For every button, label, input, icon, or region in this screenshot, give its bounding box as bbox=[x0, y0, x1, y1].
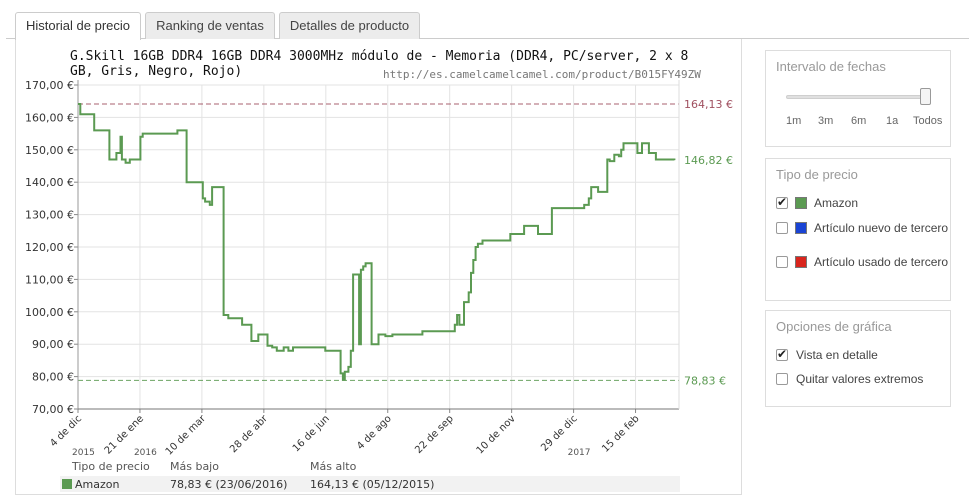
row-price-type: Amazon bbox=[75, 478, 120, 491]
date-range-slider-handle[interactable] bbox=[920, 88, 931, 105]
graph-options-panel: Opciones de gráfica Vista en detalle Qui… bbox=[765, 310, 951, 407]
year-label: 2015 bbox=[72, 448, 95, 458]
tab-bar: Historial de precio Ranking de ventas De… bbox=[0, 0, 969, 40]
new-third-party-label: Artículo nuevo de tercero bbox=[814, 221, 949, 235]
series-line-amazon bbox=[78, 103, 676, 381]
price-type-panel: Tipo de precio Amazon Artículo nuevo de … bbox=[765, 158, 951, 301]
price-type-title: Tipo de precio bbox=[776, 167, 858, 182]
chart-grid bbox=[78, 84, 679, 410]
y-tick-label: 90,00 € bbox=[32, 338, 74, 351]
header-lowest: Más bajo bbox=[170, 460, 219, 473]
reference-label: 146,82 € bbox=[684, 154, 733, 167]
new-third-party-color-swatch bbox=[795, 222, 807, 234]
x-axis-labels: 4 de dic 21 de ene 10 de mar 28 de abr 16 de… bbox=[48, 413, 641, 458]
detail-view-label: Vista en detalle bbox=[796, 348, 878, 362]
x-tick-label: 22 de sep bbox=[413, 413, 456, 456]
date-range-title: Intervalo de fechas bbox=[776, 59, 886, 74]
x-tick-label: 16 de jun bbox=[291, 413, 332, 454]
x-tick-label: 4 de ago bbox=[355, 413, 394, 452]
remove-extremes-label: Quitar valores extremos bbox=[796, 372, 924, 386]
detail-view-checkbox[interactable] bbox=[776, 347, 788, 361]
chart-axes bbox=[74, 80, 680, 413]
tab-sales-rank[interactable]: Ranking de ventas bbox=[145, 12, 275, 39]
reference-lines bbox=[78, 103, 679, 381]
x-tick-label: 4 de dic bbox=[48, 413, 84, 449]
header-price-type: Tipo de precio bbox=[72, 460, 150, 473]
x-tick-label: 28 de abr bbox=[228, 413, 270, 455]
y-tick-label: 170,00 € bbox=[25, 79, 74, 92]
graph-options-title: Opciones de gráfica bbox=[776, 319, 892, 334]
y-tick-label: 160,00 € bbox=[25, 111, 74, 124]
chart-series bbox=[78, 103, 676, 381]
tab-price-history[interactable]: Historial de precio bbox=[15, 12, 141, 40]
reference-label: 164,13 € bbox=[684, 98, 733, 111]
product-url[interactable]: http://es.camelcamelcamel.com/product/B0… bbox=[383, 68, 701, 81]
x-tick-label: 10 de nov bbox=[475, 413, 518, 456]
used-third-party-label: Artículo usado de tercero bbox=[814, 255, 949, 269]
y-tick-label: 80,00 € bbox=[32, 371, 74, 384]
table-row: Amazon 78,83 € (23/06/2016) 164,13 € (05… bbox=[60, 476, 680, 492]
row-lowest: 78,83 € (23/06/2016) bbox=[170, 478, 288, 491]
header-highest: Más alto bbox=[310, 460, 357, 473]
x-tick-label: 15 de feb bbox=[600, 413, 641, 454]
date-range-slider-track[interactable] bbox=[786, 95, 931, 99]
y-tick-label: 140,00 € bbox=[25, 176, 74, 189]
amazon-color-swatch bbox=[795, 197, 807, 209]
range-option-3m[interactable]: 3m bbox=[818, 115, 834, 127]
remove-extremes-checkbox[interactable] bbox=[776, 373, 788, 385]
new-third-party-checkbox[interactable] bbox=[776, 222, 788, 234]
amazon-checkbox[interactable] bbox=[776, 195, 788, 209]
chart-container bbox=[15, 39, 742, 495]
y-tick-label: 120,00 € bbox=[25, 241, 74, 254]
range-option-6m[interactable]: 6m bbox=[851, 115, 867, 127]
amazon-label: Amazon bbox=[814, 196, 859, 210]
x-tick-label: 10 de mar bbox=[164, 413, 209, 458]
tab-product-details[interactable]: Detalles de producto bbox=[279, 12, 420, 39]
range-option-todos[interactable]: Todos bbox=[913, 115, 943, 127]
y-tick-label: 150,00 € bbox=[25, 144, 74, 157]
product-title: G.Skill 16GB DDR4 16GB DDR4 3000MHz módu… bbox=[70, 49, 689, 79]
reference-label: 78,83 € bbox=[684, 374, 726, 387]
y-axis-labels: 70,00 € 80,00 € 90,00 € 100,00 € 110,00 € 120… bbox=[25, 79, 74, 416]
range-option-1a[interactable]: 1a bbox=[886, 115, 899, 127]
used-third-party-color-swatch bbox=[795, 256, 807, 268]
row-highest: 164,13 € (05/12/2015) bbox=[310, 478, 435, 491]
reference-labels: 164,13 € 146,82 € 78,83 € bbox=[684, 98, 733, 387]
date-range-panel: Intervalo de fechas 1m 3m 6m 1a Todos bbox=[765, 50, 951, 147]
y-tick-label: 110,00 € bbox=[25, 273, 74, 286]
amazon-color-swatch bbox=[62, 479, 72, 489]
range-option-1m[interactable]: 1m bbox=[786, 115, 802, 127]
y-tick-label: 130,00 € bbox=[25, 209, 74, 222]
y-tick-label: 70,00 € bbox=[32, 403, 74, 416]
used-third-party-checkbox[interactable] bbox=[776, 256, 788, 268]
y-tick-label: 100,00 € bbox=[25, 306, 74, 319]
year-label: 2017 bbox=[568, 448, 591, 458]
year-label: 2016 bbox=[134, 448, 157, 458]
